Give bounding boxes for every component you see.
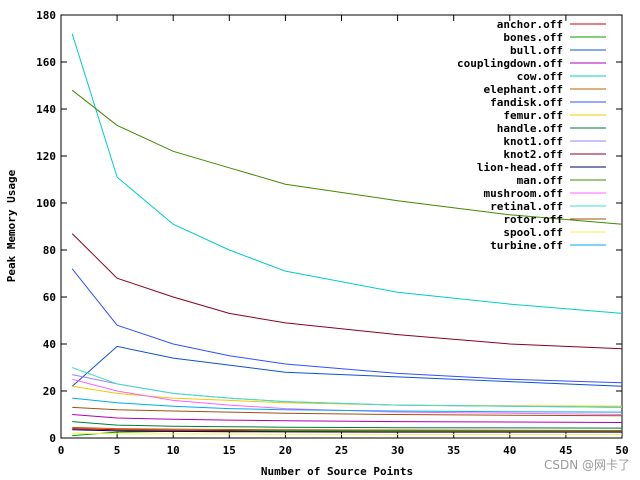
legend: anchor.offbones.offbull.offcouplingdown.… [457,18,606,252]
series-line-knot2-off [71,233,623,350]
legend-label: femur.off [503,109,563,122]
legend-label: lion-head.off [477,161,563,174]
legend-label: anchor.off [497,18,563,31]
series-line-fandisk-off [71,268,623,384]
plot-area: 0 5 10 15 20 25 30 35 40 45 50 0 20 40 60 80 100 120 140 16… [36,9,629,457]
x-tick-label: 0 [58,444,65,457]
series-line-elephant-off [72,426,623,431]
x-tick-label: 30 [391,444,404,457]
legend-label: fandisk.off [490,96,563,109]
legend-label: bones.off [503,31,563,44]
x-tick-label: 35 [447,444,460,457]
legend-label: cow.off [517,70,563,83]
legend-label: bull.off [510,44,563,57]
y-tick-label: 20 [43,385,56,398]
x-axis-label: Number of Source Points [261,465,413,478]
legend-label: man.off [517,174,563,187]
legend-label: couplingdown.off [457,57,563,70]
series-line-mushroom-off [72,378,623,415]
axis-ticks: 0 5 10 15 20 25 30 35 40 45 50 0 20 40 60 80 100 120 140 16… [36,9,629,457]
watermark: CSDN @网卡了 [544,458,630,472]
legend-label: elephant.off [484,83,563,96]
y-tick-label: 0 [49,432,56,445]
series-line-rotor-off [72,406,623,417]
series-lines [71,33,623,437]
legend-label: knot1.off [503,135,563,148]
x-tick-label: 25 [335,444,348,457]
legend-label: knot2.off [503,148,563,161]
y-tick-label: 140 [36,103,56,116]
series-line-bones-off [72,430,622,437]
legend-label: handle.off [497,122,563,135]
y-axis-label: Peak Memory Usage [5,169,18,282]
series-line-cow-off [71,33,623,314]
legend-label: turbine.off [490,239,563,252]
series-line-handle-off [72,421,623,429]
y-tick-label: 40 [43,338,56,351]
series-line-bull-off [71,345,623,387]
x-tick-label: 20 [279,444,292,457]
x-tick-label: 10 [167,444,180,457]
y-tick-label: 100 [36,197,56,210]
y-tick-label: 80 [43,244,56,257]
series-line-spool-off [72,432,622,435]
x-tick-label: 50 [615,444,628,457]
series-line-knot1-off [72,374,623,408]
series-line-man-off [71,89,623,225]
x-tick-label: 45 [559,444,572,457]
x-tick-label: 40 [503,444,516,457]
y-tick-label: 160 [36,56,56,69]
y-tick-label: 120 [36,150,56,163]
series-line-lion-head-off [72,429,622,433]
x-tick-label: 5 [114,444,121,457]
y-tick-label: 60 [43,291,56,304]
legend-label: retinal.off [490,200,563,213]
series-line-couplingdown-off [72,414,623,423]
x-tick-label: 15 [223,444,236,457]
legend-label: rotor.off [503,213,563,226]
series-line-turbine-off [72,397,623,413]
series-line-retinal-off [72,367,623,408]
y-tick-label: 180 [36,9,56,22]
legend-label: mushroom.off [484,187,563,200]
legend-label: spool.off [503,226,563,239]
